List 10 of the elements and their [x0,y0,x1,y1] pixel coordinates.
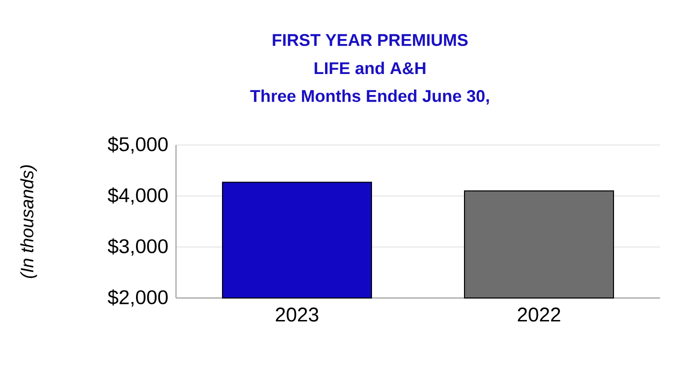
y-tick-label: $4,000 [108,187,168,205]
x-tick-label: 2022 [518,308,560,322]
text: Three Months Ended June 30, [250,90,489,104]
y-tick-label: $5,000 [108,136,168,154]
y-tick-label: $2,000 [108,289,168,307]
x-tick-label: 2023 [276,308,318,322]
y-axis-title: (In thousands) [20,165,37,278]
y-tick-label: $3,000 [108,238,168,256]
chart-subtitle: LIFE and A&H [314,62,426,74]
chart-title: FIRST YEAR PREMIUMS [272,34,468,46]
